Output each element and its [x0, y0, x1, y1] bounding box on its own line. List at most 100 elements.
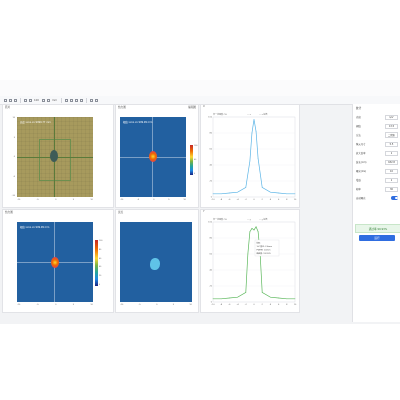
tick-label: 0: [55, 304, 57, 306]
sidebar-row: 波长(nm) 632.8: [356, 159, 398, 165]
sidebar-row-value[interactable]: 二阶矩: [385, 132, 398, 138]
panel-heatmap-bottom: 热力图 幅值 xxxx.xx 999.99 mm 100 80 60 40 20 0 -1…: [2, 209, 114, 313]
heatmap-image[interactable]: 幅值 xxxx.xx 999.99 mm: [120, 117, 186, 197]
panel-title: Y: [203, 210, 205, 213]
y-axis-ticks: 10 5 0 -5 -10: [7, 117, 15, 197]
new-icon[interactable]: [4, 98, 7, 102]
sidebar-row-label: 像元尺寸: [356, 143, 366, 146]
run-button[interactable]: 运行: [359, 235, 395, 241]
tick-label: -5: [13, 175, 15, 178]
tick-label: -5: [137, 199, 140, 201]
colorbar: [190, 145, 193, 175]
sidebar-row-value[interactable]: 1/e²: [385, 114, 398, 120]
x-tick-label: -10: [211, 199, 215, 201]
x-tick-label: 6: [278, 304, 280, 306]
grid-icon[interactable]: [29, 98, 32, 102]
data-point: [247, 253, 249, 255]
sidebar-row-value[interactable]: 1: [385, 150, 398, 156]
sidebar-row: 放大倍率 1: [356, 150, 398, 156]
data-point: [220, 298, 222, 300]
data-point: [249, 160, 251, 162]
tick-label: -10: [17, 199, 21, 201]
y-tick-label: 100: [208, 222, 213, 224]
heatmap-image[interactable]: 幅值 xxxx.xx 999.99 mm: [17, 222, 93, 302]
colorbar-label: 60: [194, 159, 197, 161]
record-icon[interactable]: [80, 98, 84, 102]
sidebar-row: 像元尺寸 5.5: [356, 141, 398, 147]
panel-title: 热力图: [118, 106, 126, 109]
camera-icon[interactable]: [65, 98, 69, 102]
zoom-in-icon[interactable]: [41, 98, 45, 102]
x-tick-label: 2: [262, 304, 264, 306]
legend-entry: — y: [247, 219, 252, 221]
annotation-text: 椭圆度: 93.99%: [257, 251, 271, 255]
sidebar-row-value[interactable]: 5.5: [385, 141, 398, 147]
colorbar-label: 0: [99, 283, 101, 286]
tick-label: -10: [120, 199, 124, 201]
spot-image[interactable]: [120, 222, 192, 302]
annotation-text: 指标: [257, 241, 261, 245]
x-axis-ticks: -10 -5 0 5 10: [17, 304, 93, 306]
sidebar-row-value[interactable]: 30: [385, 186, 398, 192]
sidebar-row-value[interactable]: 13.5: [385, 123, 398, 129]
tick-label: 5: [172, 304, 175, 306]
x-tick-label: -2: [245, 304, 248, 306]
data-point: [251, 228, 253, 229]
tick-label: 10: [189, 304, 192, 306]
x-tick-label: -2: [245, 199, 248, 201]
data-point: [294, 298, 296, 300]
data-point: [251, 132, 253, 134]
sidebar-row-value[interactable]: 10: [385, 168, 398, 174]
data-point: [261, 292, 263, 293]
save-icon[interactable]: [14, 98, 17, 102]
play-icon[interactable]: [70, 98, 74, 102]
toolbar-divider: [20, 97, 21, 103]
y-tick-label: 60: [209, 254, 212, 256]
tick-label: 0: [13, 156, 15, 158]
crop-icon[interactable]: [24, 98, 27, 102]
data-point: [270, 296, 271, 298]
y-tick-label: 40: [209, 270, 212, 272]
panel-title: 热力图: [5, 211, 13, 214]
data-point: [212, 298, 214, 300]
colorbar-label: 20: [99, 275, 102, 278]
panel-original: 原片 高度 xxxx.xx 9999.77 mm -10 -5 0 5 10 10 5 0-…: [2, 104, 114, 208]
beam-spot: [50, 150, 58, 162]
panel-title: 原片: [5, 106, 11, 109]
open-icon[interactable]: [9, 98, 12, 102]
stop-icon[interactable]: [75, 98, 79, 102]
x-tick-label: 10: [294, 199, 297, 201]
annotation-text: 1/e²直径: 2.6mm: [257, 244, 273, 248]
settings-icon[interactable]: [95, 98, 99, 102]
panel-profile-y: Y 100 80 60 40 20 0 -10 -8 -6 -4 -2 0 2 4 6 8 10 归一化强度 (%…: [200, 209, 300, 313]
panel-spot: 斑点 -10 -5 0 5 10: [115, 209, 199, 313]
toolbar-divider: [61, 97, 63, 103]
sidebar-row-label: 光斑: [356, 116, 361, 119]
tick-label: 0: [153, 199, 155, 201]
roi-box[interactable]: [39, 139, 71, 181]
y-tick-label: 60: [209, 149, 212, 151]
unit-select[interactable]: mm: [51, 98, 58, 102]
original-image[interactable]: 高度 xxxx.xx 9999.77 mm: [17, 117, 93, 197]
legend-entry: — x: [247, 114, 252, 116]
y-axis-label: 归一化强度 (%): [213, 217, 227, 221]
data-point: [257, 158, 259, 159]
data-point: [270, 191, 271, 193]
x-tick-label: -8: [220, 199, 223, 201]
zoom-out-icon[interactable]: [46, 98, 50, 102]
panel-title-right[interactable]: 编辑图: [188, 106, 196, 109]
data-point: [237, 296, 238, 298]
sidebar-row-value[interactable]: 632.8: [385, 159, 398, 165]
x-tick-label: -6: [228, 199, 231, 201]
data-point: [257, 231, 259, 232]
y-tick-label: 0: [211, 197, 213, 199]
auto-exposure-toggle[interactable]: [391, 196, 398, 200]
export-icon[interactable]: [90, 98, 94, 102]
sidebar-row: 方法 二阶矩: [356, 132, 398, 138]
sidebar-row-value[interactable]: 1: [385, 177, 398, 183]
plot-area: [212, 116, 296, 198]
x-tick-label: 4: [270, 304, 272, 306]
zoom-value[interactable]: 100: [34, 98, 39, 102]
